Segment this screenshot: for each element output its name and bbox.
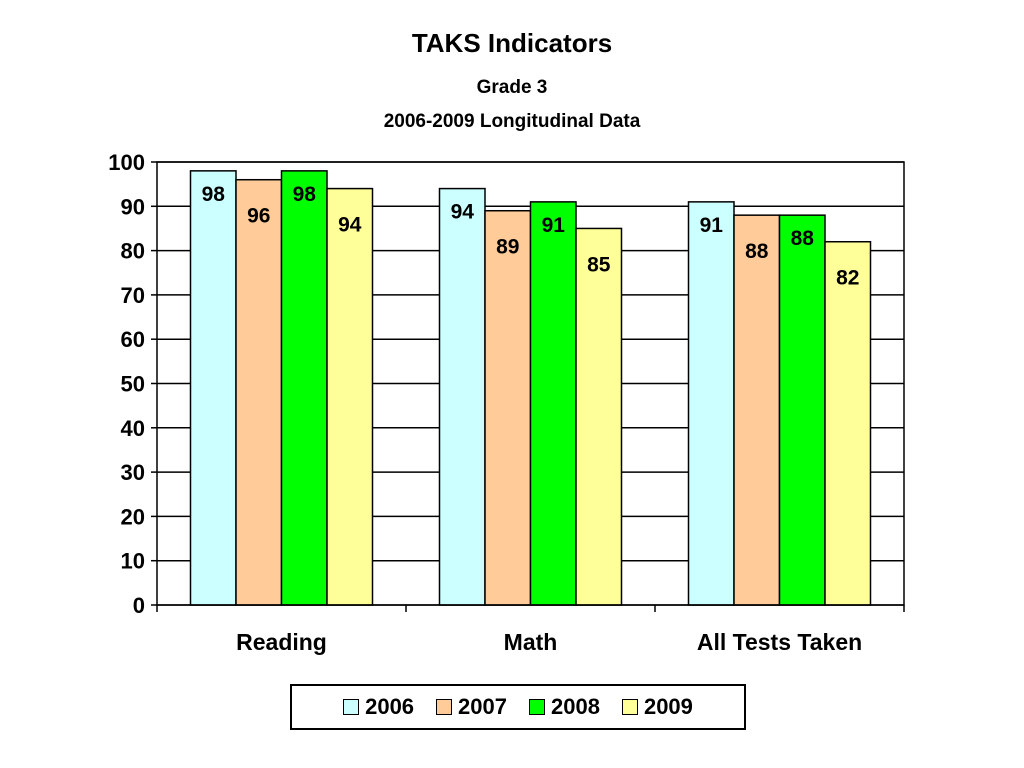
legend-swatch-2009 [621, 699, 638, 715]
y-tick-label-50: 50 [121, 372, 145, 397]
data-label-2006-2: 91 [700, 214, 724, 237]
y-tick-label-80: 80 [121, 239, 145, 264]
legend-item-2006: 2006 [343, 694, 414, 720]
legend: 2006 2007 2008 2009 [290, 684, 746, 730]
legend-item-2007: 2007 [436, 694, 507, 720]
y-tick-label-100: 100 [108, 150, 145, 175]
x-category-label-1: Math [504, 629, 558, 655]
bar-2007-0 [235, 178, 283, 606]
legend-label-2009: 2009 [643, 694, 693, 719]
bar-2006-2 [687, 201, 735, 606]
y-tick-label-40: 40 [121, 416, 145, 441]
bar-chart: 0 10 20 30 40 50 60 70 80 90 100 98 96 98 94 Reading 94 8… [108, 150, 905, 655]
legend-label-2007: 2007 [458, 694, 507, 719]
x-category-label-0: Reading [236, 629, 327, 655]
chart-title: TAKS Indicators [411, 28, 613, 58]
y-tick-label-0: 0 [133, 593, 145, 618]
legend-swatch-2008 [529, 699, 545, 715]
data-label-2009-1: 85 [587, 253, 611, 276]
legend-swatch-2006 [343, 699, 360, 715]
y-tick-label-30: 30 [121, 460, 145, 485]
y-tick-label-90: 90 [121, 194, 145, 219]
y-tick-label-60: 60 [121, 327, 145, 352]
data-label-2007-2: 88 [745, 240, 769, 263]
data-label-2008-0: 98 [293, 183, 317, 206]
legend-item-2008: 2008 [529, 694, 600, 720]
x-category-label-2: All Tests Taken [697, 629, 862, 655]
chart-subtitle-range: 2006-2009 Longitudinal Data [383, 111, 641, 132]
bar-2009-1 [575, 227, 623, 606]
data-label-2006-0: 98 [202, 183, 226, 206]
bar-2009-2 [824, 240, 872, 606]
data-label-2009-0: 94 [338, 214, 362, 237]
data-label-2006-1: 94 [451, 201, 475, 224]
data-label-2008-1: 91 [542, 214, 566, 237]
y-tick-label-10: 10 [121, 549, 145, 574]
bar-2006-0 [189, 170, 237, 606]
bar-2008-1 [529, 201, 577, 606]
legend-label-2006: 2006 [365, 694, 415, 719]
data-label-2007-0: 96 [247, 205, 270, 228]
legend-swatch-2007 [436, 699, 453, 715]
bar-2007-1 [484, 209, 532, 606]
bar-2008-2 [778, 214, 826, 606]
bar-2008-0 [280, 170, 328, 606]
y-tick-label-70: 70 [121, 283, 145, 308]
bar-2007-2 [733, 214, 781, 606]
chart-subtitle-grade: Grade 3 [476, 77, 548, 98]
legend-label-2008: 2008 [551, 694, 600, 719]
data-label-2008-2: 88 [791, 227, 815, 250]
legend-item-2009: 2009 [621, 694, 693, 720]
bar-2006-1 [438, 187, 486, 606]
bar-2009-0 [326, 187, 374, 606]
y-tick-label-20: 20 [121, 504, 145, 529]
data-label-2009-2: 82 [836, 267, 859, 290]
data-label-2007-1: 89 [496, 236, 519, 259]
